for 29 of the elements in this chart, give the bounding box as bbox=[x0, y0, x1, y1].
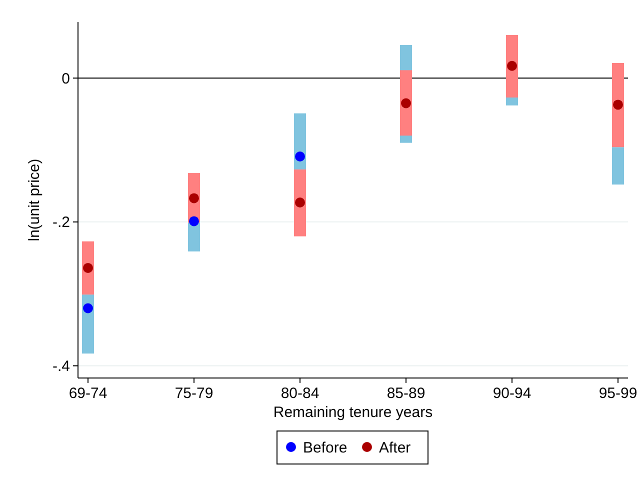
bar bbox=[612, 62, 624, 148]
point bbox=[189, 193, 199, 204]
point bbox=[189, 216, 199, 226]
bar bbox=[506, 34, 518, 98]
y-tick-label: -.4 bbox=[52, 358, 70, 376]
point bbox=[507, 60, 517, 71]
legend-label: After bbox=[379, 439, 411, 456]
x-tick-label: 95-99 bbox=[598, 385, 638, 402]
point bbox=[83, 262, 93, 273]
x-tick-label: 85-89 bbox=[386, 385, 426, 402]
legend-label: Before bbox=[303, 439, 348, 456]
point bbox=[295, 198, 305, 208]
y-tick-label: -.2 bbox=[52, 214, 70, 232]
x-tick-label: 90-94 bbox=[492, 385, 532, 402]
x-tick-label: 75-79 bbox=[174, 385, 214, 402]
bar bbox=[612, 147, 624, 185]
point bbox=[295, 151, 305, 162]
bar bbox=[506, 98, 518, 106]
bar bbox=[400, 70, 412, 136]
x-axis-title: Remaining tenure years bbox=[273, 404, 433, 421]
bar bbox=[188, 222, 200, 252]
x-tick-label: 80-84 bbox=[280, 385, 320, 402]
point bbox=[83, 303, 93, 314]
point bbox=[613, 100, 623, 110]
point bbox=[401, 98, 411, 108]
x-tick-label: 69-74 bbox=[68, 385, 108, 402]
bar bbox=[294, 169, 306, 236]
y-axis-title: ln(unit price) bbox=[26, 158, 43, 242]
y-tick-label: 0 bbox=[62, 70, 70, 88]
